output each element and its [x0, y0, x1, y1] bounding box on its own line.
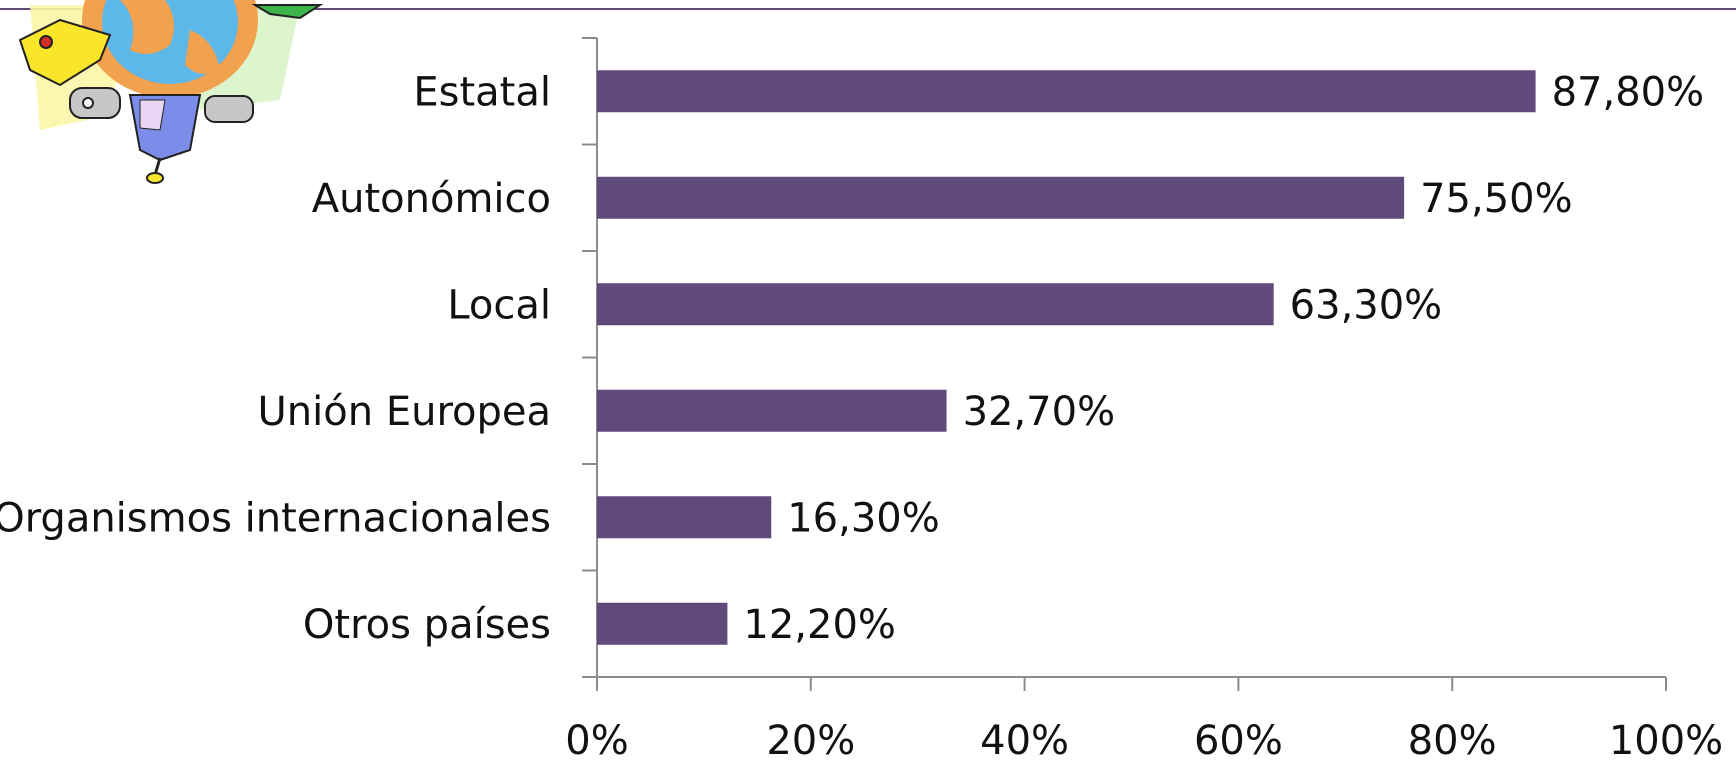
data-label: 63,30% — [1290, 282, 1443, 328]
bar — [597, 176, 1405, 219]
labels: 0% 20% 40% 60% 80% 100% Estatal 87,80% Autonómic… — [0, 69, 1723, 764]
data-label: 16,30% — [787, 495, 940, 541]
bar — [597, 496, 772, 539]
category-label: Estatal — [413, 69, 551, 115]
bar — [597, 602, 728, 645]
data-label: 75,50% — [1420, 176, 1573, 222]
category-label: Unión Europea — [258, 389, 551, 435]
globe-children-clipart — [18, 0, 324, 184]
bar — [597, 283, 1274, 326]
x-tick-label: 20% — [766, 718, 855, 764]
category-label: Otros países — [303, 602, 551, 648]
data-label: 12,20% — [743, 602, 896, 648]
x-tick-label: 60% — [1194, 718, 1283, 764]
bar — [597, 70, 1536, 113]
bar — [597, 389, 947, 432]
x-tick-label: 100% — [1609, 718, 1723, 764]
category-label: Local — [447, 282, 551, 328]
x-tick-label: 0% — [565, 718, 628, 764]
x-tick-label: 40% — [980, 718, 1069, 764]
category-label: Organismos internacionales — [0, 495, 551, 541]
data-label: 32,70% — [963, 389, 1116, 435]
x-tick-label: 80% — [1408, 718, 1497, 764]
axes — [582, 37, 1667, 691]
category-label: Autonómico — [312, 176, 551, 222]
data-label: 87,80% — [1552, 69, 1705, 115]
bars — [597, 70, 1536, 645]
